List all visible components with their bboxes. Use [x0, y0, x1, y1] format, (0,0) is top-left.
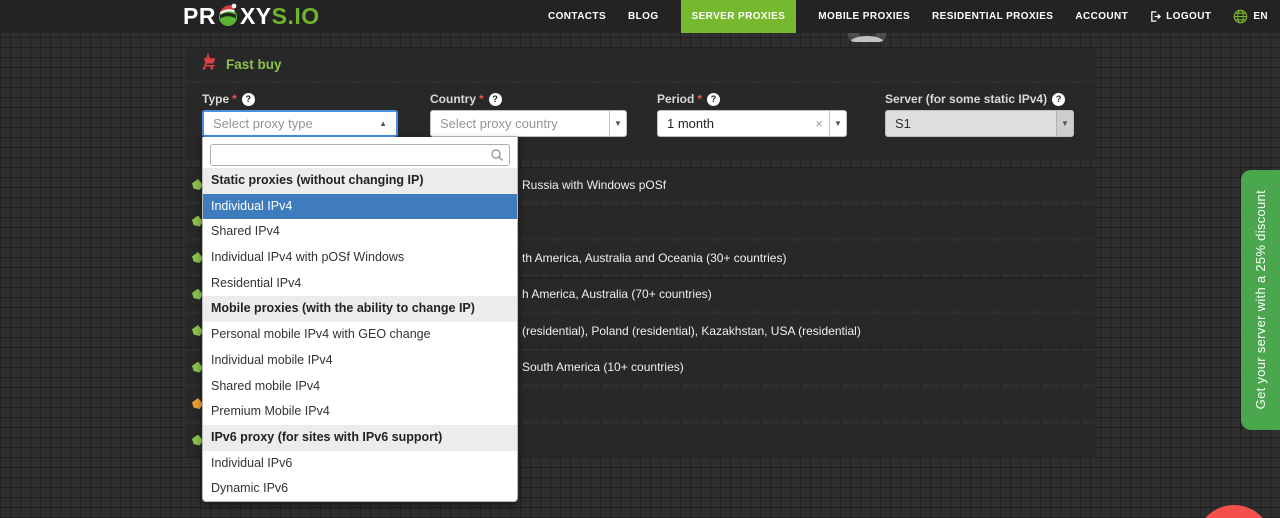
nav-item[interactable]: CONTACTS: [548, 0, 606, 33]
row-status-icon: [192, 288, 203, 300]
dropdown-option[interactable]: Shared mobile IPv4: [203, 374, 517, 400]
required-asterisk: *: [479, 92, 484, 106]
globe-icon: [1233, 9, 1248, 24]
dropdown-option[interactable]: IPv6 proxy (for sites with IPv6 support): [203, 424, 517, 451]
logo-text-pre: PR: [183, 3, 216, 29]
logo[interactable]: PR XY S.IO: [183, 0, 320, 33]
row-status-icon: [192, 215, 203, 227]
row-text: th America, Australia and Oceania (30+ c…: [522, 250, 787, 265]
required-asterisk: *: [697, 92, 703, 106]
nav-item[interactable]: ACCOUNT: [1075, 0, 1128, 33]
row-status-icon: [192, 434, 203, 446]
nav-item-label: LOGOUT: [1166, 11, 1212, 22]
dropdown-option-label: Individual IPv4 with pOSf Windows: [211, 250, 405, 265]
nav-item-label: CONTACTS: [548, 11, 607, 22]
dropdown-options: Static proxies (without changing IP) Ind…: [203, 168, 517, 501]
server-select: S1 ▼: [885, 110, 1074, 137]
chevron-down-icon: ▼: [614, 119, 622, 128]
dropdown-option-label: Static proxies (without changing IP): [211, 173, 424, 187]
dropdown-option-label: Dynamic IPv6: [211, 481, 289, 496]
row-status-icon: [192, 325, 203, 336]
country-label: Country * ?: [430, 92, 502, 106]
dropdown-option[interactable]: Shared IPv4: [203, 219, 517, 245]
nav-item-logout[interactable]: LOGOUT: [1150, 0, 1211, 33]
period-select[interactable]: 1 month × ▼: [657, 110, 847, 137]
dropdown-option[interactable]: Static proxies (without changing IP): [203, 168, 517, 194]
nav-menu: CONTACTS BLOG SERVER PROXIES MOBILE PROX…: [548, 0, 1268, 33]
search-icon: [490, 148, 504, 167]
nav-item-label: SERVER PROXIES: [691, 11, 786, 22]
discount-banner-text: Get your server with a 25% discount: [1253, 190, 1268, 410]
help-icon[interactable]: ?: [707, 92, 721, 106]
fast-buy-title: Fast buy: [226, 57, 282, 72]
discount-banner[interactable]: Get your server with a 25% discount: [1241, 170, 1280, 430]
nav-item[interactable]: MOBILE PROXIES: [818, 0, 910, 33]
logout-icon: [1150, 11, 1162, 22]
dropdown-option[interactable]: Individual IPv4 with pOSf Windows: [203, 245, 517, 271]
row-text: h America, Australia (70+ countries): [522, 287, 712, 301]
help-icon[interactable]: ?: [488, 92, 502, 106]
dropdown-option-label: Premium Mobile IPv4: [211, 404, 330, 419]
row-text: South America (10+ countries): [522, 360, 684, 374]
dropdown-option-label: Mobile proxies (with the ability to chan…: [211, 301, 475, 316]
type-select-dropdown: Static proxies (without changing IP) Ind…: [202, 137, 518, 502]
nav-item-label: MOBILE PROXIES: [818, 11, 911, 22]
dropdown-option[interactable]: Individual IPv4: [203, 193, 517, 220]
logo-text-mid: XY: [239, 3, 272, 29]
row-status-icon: [192, 179, 203, 190]
nav-item-label: ACCOUNT: [1075, 11, 1129, 22]
help-icon[interactable]: ?: [1052, 92, 1066, 106]
dropdown-option-label: Individual IPv6: [211, 455, 293, 470]
dropdown-search: [210, 144, 510, 166]
dropdown-option[interactable]: Mobile proxies (with the ability to chan…: [203, 296, 517, 323]
help-icon[interactable]: ?: [241, 92, 255, 106]
dropdown-option-label: Residential IPv4: [211, 275, 302, 290]
dropdown-option[interactable]: Personal mobile IPv4 with GEO change: [203, 322, 517, 348]
type-select[interactable]: Select proxy type ▲: [202, 110, 398, 137]
required-asterisk: *: [232, 92, 237, 106]
row-text: (residential), Poland (residential), Kaz…: [522, 323, 861, 338]
chevron-up-icon: ▲: [379, 119, 387, 128]
nav-item-label: RESIDENTIAL PROXIES: [932, 11, 1054, 22]
dropdown-option[interactable]: Individual mobile IPv4: [203, 348, 517, 374]
dropdown-option-label: Shared IPv4: [211, 224, 280, 239]
server-label: Server (for some static IPv4) ?: [885, 92, 1066, 106]
nav-item-label: BLOG: [628, 11, 659, 22]
row-status-icon: [192, 398, 203, 409]
cart-icon: [199, 53, 217, 76]
dropdown-option[interactable]: Dynamic IPv6: [203, 476, 517, 501]
search-input[interactable]: [210, 144, 510, 166]
dropdown-option[interactable]: Residential IPv4: [203, 271, 517, 297]
logo-text-suffix: S.IO: [271, 3, 320, 29]
nav-item-label: EN: [1253, 11, 1269, 22]
nav-item-language[interactable]: EN: [1233, 0, 1268, 33]
row-status-icon: [192, 252, 203, 263]
dropdown-option-label: Individual mobile IPv4: [211, 352, 333, 367]
santa-mascot-icon: [216, 1, 240, 33]
dropdown-option-label: Individual IPv4: [211, 198, 293, 213]
nav-item[interactable]: BLOG: [628, 0, 659, 33]
dropdown-option[interactable]: Premium Mobile IPv4: [203, 399, 517, 425]
fast-buy-header: Fast buy: [186, 48, 1096, 81]
period-label: Period * ?: [657, 92, 721, 106]
dropdown-option-label: IPv6 proxy (for sites with IPv6 support): [211, 429, 443, 444]
nav-item[interactable]: RESIDENTIAL PROXIES: [932, 0, 1053, 33]
top-nav: PR XY S.IO CONTACTS BLOG SERVER PROXIES …: [0, 0, 1280, 33]
row-status-icon: [192, 361, 203, 373]
country-select[interactable]: Select proxy country ▼: [430, 110, 627, 137]
dropdown-option[interactable]: Individual IPv6: [203, 451, 517, 477]
chevron-down-icon: ▼: [1061, 119, 1069, 128]
chevron-down-icon: ▼: [834, 119, 842, 128]
dropdown-option-label: Shared mobile IPv4: [211, 378, 321, 393]
clear-icon[interactable]: ×: [815, 116, 823, 131]
nav-item[interactable]: SERVER PROXIES: [680, 0, 797, 33]
type-label: Type * ?: [202, 92, 255, 106]
row-text: Russia with Windows pOSf: [522, 177, 667, 192]
chat-widget-button[interactable]: [1196, 505, 1272, 518]
dropdown-option-label: Personal mobile IPv4 with GEO change: [211, 327, 431, 342]
